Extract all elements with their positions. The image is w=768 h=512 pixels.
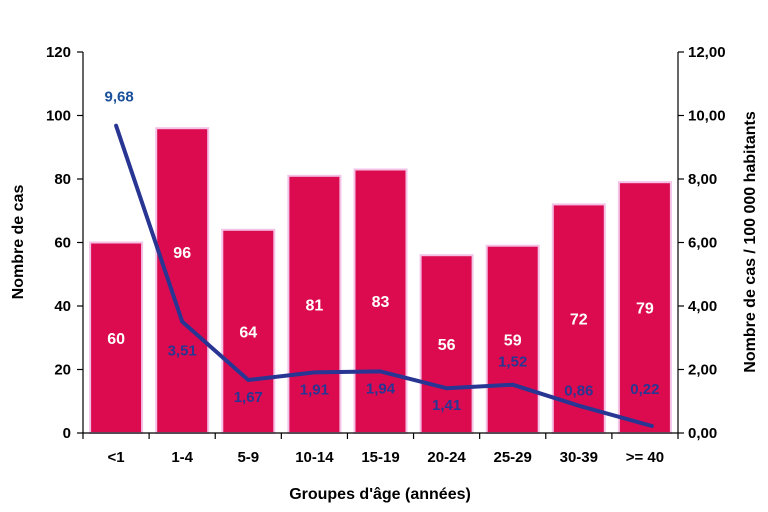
bar-3 [287, 174, 342, 435]
right-axis-ticks: 0,00 2,00 4,00 6,00 8,00 10,00 12,00 [678, 44, 726, 442]
bar-label-0: 60 [107, 331, 125, 348]
y2-axis-title: Nombre de cas / 100 000 habitants [742, 111, 759, 373]
bar-series [89, 127, 672, 435]
left-axis-ticks: 0 20 40 60 80 100 120 [46, 44, 83, 442]
line-series [114, 123, 654, 428]
bar-label-6: 59 [504, 332, 522, 349]
line-label-group: 9,68 3,51 1,67 1,91 1,94 1,41 1,52 0,86 0,22 [104, 89, 659, 415]
right-tick-label-1: 2,00 [688, 362, 717, 379]
bar-label-group: 60 96 64 81 83 56 59 72 79 [107, 245, 654, 354]
line-label-7: 0,86 [564, 383, 593, 400]
right-tick-label-0: 0,00 [688, 425, 717, 442]
right-tick-label-4: 8,00 [688, 171, 717, 188]
x-tick-label-3: 10-14 [295, 449, 334, 466]
line-label-8: 0,22 [630, 381, 659, 398]
x-tick-label-5: 20-24 [427, 449, 466, 466]
x-tick-label-0: <1 [108, 449, 125, 466]
line-label-5: 1,41 [432, 397, 461, 414]
left-tick-label-5: 100 [46, 108, 71, 125]
bar-label-3: 81 [306, 297, 324, 314]
right-tick-label-5: 10,00 [688, 108, 726, 125]
x-tick-label-7: 30-39 [560, 449, 598, 466]
right-tick-label-3: 6,00 [688, 235, 717, 252]
line-label-1: 3,51 [168, 343, 197, 360]
x-tick-label-4: 15-19 [361, 449, 399, 466]
left-tick-label-2: 40 [54, 298, 71, 315]
right-tick-label-6: 12,00 [688, 44, 726, 61]
line-label-0: 9,68 [104, 89, 133, 106]
bar-label-4: 83 [372, 294, 390, 311]
y-axis-title: Nombre de cas [10, 185, 27, 300]
left-tick-label-0: 0 [63, 425, 71, 442]
x-tick-label-8: >= 40 [626, 449, 664, 466]
right-tick-label-2: 4,00 [688, 298, 717, 315]
left-tick-label-4: 80 [54, 171, 71, 188]
x-tick-label-2: 5-9 [237, 449, 259, 466]
bar-7 [551, 203, 606, 434]
bar-5 [419, 254, 474, 434]
bar-label-5: 56 [438, 337, 456, 354]
x-tick-label-1: 1-4 [171, 449, 193, 466]
rate-line [114, 123, 654, 428]
left-tick-label-1: 20 [54, 362, 71, 379]
line-label-4: 1,94 [366, 380, 396, 397]
bar-label-1: 96 [173, 245, 191, 262]
x-axis-title: Groupes d'âge (années) [289, 486, 471, 503]
bar-label-8: 79 [636, 301, 654, 318]
line-label-3: 1,91 [300, 381, 329, 398]
x-tick-label-6: 25-29 [494, 449, 532, 466]
bar-label-7: 72 [570, 312, 588, 329]
line-label-2: 1,67 [234, 389, 263, 406]
line-label-6: 1,52 [498, 354, 527, 371]
bar-0 [89, 241, 144, 434]
x-axis-ticks: <1 1-4 5-9 10-14 15-19 20-24 25-29 30-39 >= 40 [82, 433, 679, 466]
bar-label-2: 64 [239, 324, 257, 341]
left-tick-label-6: 120 [46, 44, 71, 61]
bar-1 [155, 127, 210, 434]
left-tick-label-3: 60 [54, 235, 71, 252]
